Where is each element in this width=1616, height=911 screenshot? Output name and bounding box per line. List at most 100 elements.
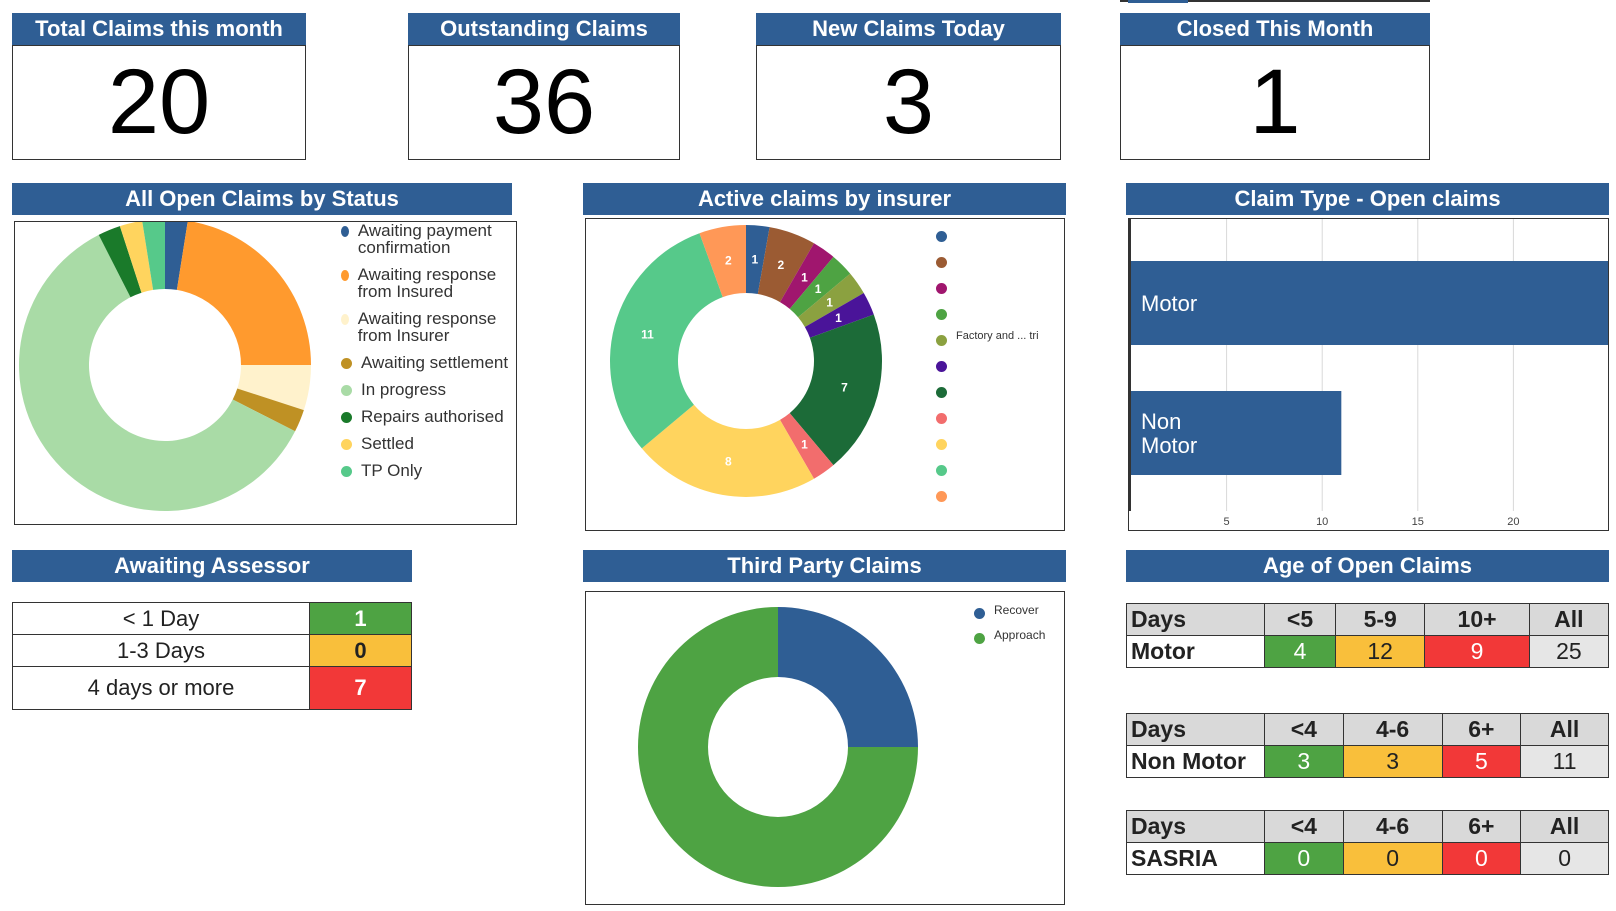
age-header-cell: 4-6	[1342, 810, 1443, 843]
legend-swatch	[974, 608, 985, 619]
legend-item	[936, 227, 1064, 242]
age-row-label: Non Motor	[1126, 745, 1265, 778]
legend-swatch	[936, 309, 947, 320]
claim-type-panel: 5 10 15 20 Motor Non Motor	[1128, 218, 1609, 531]
age-cell: 9	[1424, 635, 1530, 668]
status-slice	[176, 222, 311, 365]
assessor-value: 0	[309, 634, 412, 667]
insurer-slice	[699, 225, 746, 298]
assessor-value: 1	[309, 602, 412, 635]
kpi-box-outstanding: 36	[408, 45, 680, 160]
bar	[1131, 261, 1608, 345]
age-cell: 3	[1342, 745, 1443, 778]
age-cell-all: 11	[1520, 745, 1609, 778]
status-legend: Awaiting payment confirmation Awaiting re…	[341, 221, 516, 489]
x-tick-label: 15	[1412, 516, 1424, 528]
third-party-legend: Recover Approach	[974, 603, 1064, 654]
age-data-row: Non Motor 3 3 5 11	[1126, 745, 1609, 778]
legend-item	[936, 435, 1064, 450]
age-header-cell: All	[1520, 713, 1609, 746]
kpi-value-closed: 1	[1249, 51, 1301, 153]
assessor-table: < 1 Day 1 1-3 Days 0 4 days or more 7	[12, 602, 412, 710]
insurer-slice	[757, 227, 814, 303]
age-header-row: Days <4 4-6 6+ All	[1126, 810, 1609, 843]
kpi-box-closed: 1	[1120, 45, 1430, 160]
age-data-row: SASRIA 0 0 0 0	[1126, 842, 1609, 875]
insurer-slice	[746, 225, 770, 295]
status-slice	[98, 226, 142, 298]
legend-swatch	[974, 633, 985, 644]
status-slice	[232, 388, 304, 432]
insurer-data-label: 7	[841, 380, 848, 394]
age-header-cell: <5	[1263, 603, 1337, 636]
assessor-row: 4 days or more 7	[12, 666, 412, 710]
insurer-data-label: 2	[778, 258, 785, 272]
kpi-top-mark	[1128, 0, 1188, 3]
x-tick-label: 5	[1224, 516, 1230, 528]
insurer-chart-header: Active claims by insurer	[583, 183, 1066, 215]
legend-swatch	[936, 283, 947, 294]
age-header-cell: Days	[1126, 603, 1265, 636]
legend-label: Awaiting settlement	[361, 353, 509, 372]
kpi-header-new-today: New Claims Today	[756, 13, 1061, 45]
age-row-label: Motor	[1126, 635, 1265, 668]
insurer-data-label: 1	[752, 252, 759, 266]
insurer-data-label: 1	[801, 438, 808, 452]
legend-item	[936, 383, 1064, 398]
age-header-cell: 5-9	[1335, 603, 1426, 636]
legend-item	[936, 487, 1064, 502]
legend-swatch	[341, 270, 349, 281]
legend-label: Recover	[994, 603, 1039, 617]
status-slice	[18, 234, 296, 512]
assessor-row: 1-3 Days 0	[12, 634, 412, 667]
age-header-cell: Days	[1126, 713, 1265, 746]
legend-swatch	[936, 257, 947, 268]
age-cell: 5	[1441, 745, 1522, 778]
legend-label: In progress	[361, 380, 447, 399]
age-cell: 0	[1342, 842, 1443, 875]
legend-item	[936, 253, 1064, 268]
age-cell-all: 0	[1520, 842, 1609, 875]
legend-label: Awaiting payment confirmation	[357, 221, 492, 257]
age-data-row: Motor 4 12 9 25	[1126, 635, 1610, 668]
kpi-value-outstanding: 36	[492, 51, 596, 153]
bar-label: Motor	[1141, 291, 1197, 316]
x-tick-label: 10	[1316, 516, 1328, 528]
legend-item	[936, 357, 1064, 372]
legend-label: Settled	[361, 434, 414, 453]
legend-label: Factory and ... tri	[956, 330, 1039, 342]
legend-swatch	[936, 231, 947, 242]
insurer-slice	[804, 293, 874, 338]
age-cell-all: 25	[1528, 635, 1610, 668]
bar-label: Non	[1141, 409, 1181, 434]
age-table-sasria: Days <4 4-6 6+ All SASRIA 0 0 0 0	[1126, 810, 1609, 875]
age-table-non-motor: Days <4 4-6 6+ All Non Motor 3 3 5 11	[1126, 713, 1609, 778]
insurer-slice	[780, 413, 834, 479]
status-slice	[119, 222, 154, 293]
insurer-data-label: 11	[641, 328, 654, 342]
age-header-row: Days <4 4-6 6+ All	[1126, 713, 1609, 746]
legend-label: Awaiting response from Insurer	[357, 309, 497, 345]
legend-swatch	[341, 466, 352, 477]
bar	[1131, 391, 1342, 475]
assessor-label: 4 days or more	[12, 666, 310, 710]
legend-item: Settled	[341, 434, 516, 453]
kpi-header-closed: Closed This Month	[1120, 13, 1430, 45]
kpi-top-edge	[1120, 0, 1430, 2]
bar-label: Motor	[1141, 433, 1197, 458]
legend-item: Awaiting settlement	[341, 353, 516, 372]
legend-item: TP Only	[341, 462, 516, 479]
age-cell: 3	[1264, 745, 1344, 778]
insurer-slice	[789, 256, 851, 318]
legend-item: Awaiting response from Insurer	[341, 309, 516, 345]
status-slice	[142, 222, 165, 290]
insurer-legend: Factory and ... tri	[936, 227, 1064, 513]
insurer-slice	[610, 233, 723, 449]
age-header-cell: All	[1520, 810, 1609, 843]
kpi-box-total: 20	[12, 45, 306, 160]
legend-swatch	[341, 314, 349, 325]
legend-swatch	[341, 226, 349, 237]
legend-swatch	[936, 413, 947, 424]
legend-label: Approach	[994, 628, 1046, 642]
insurer-data-label: 1	[826, 295, 833, 309]
